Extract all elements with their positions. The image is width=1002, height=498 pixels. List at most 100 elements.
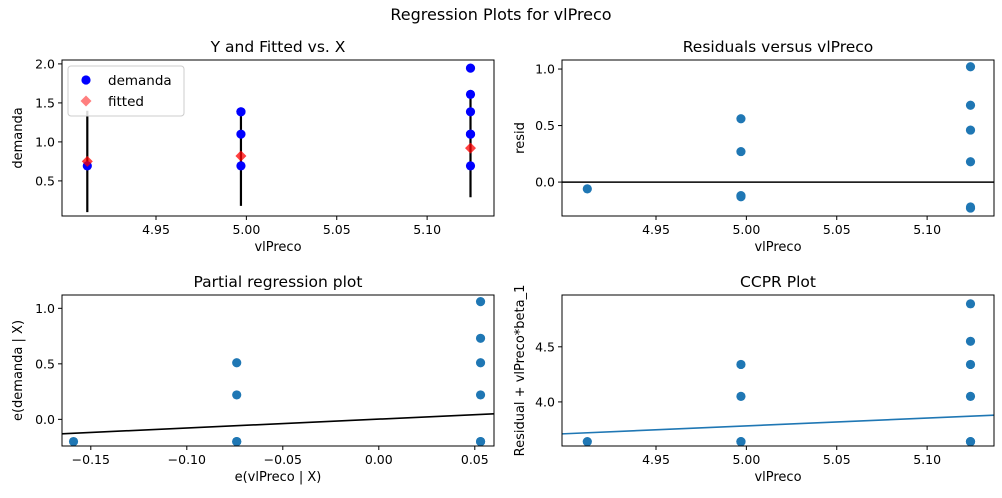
data-point bbox=[965, 299, 976, 309]
data-point bbox=[736, 191, 746, 201]
data-point bbox=[965, 336, 976, 346]
data-point bbox=[475, 358, 486, 368]
data-point bbox=[475, 436, 486, 446]
data-point bbox=[965, 157, 976, 167]
y-tick-label: 1.5 bbox=[35, 95, 55, 110]
subplot-2: Residuals versus vlPreco 4.95 5.00 5.05 5.10… bbox=[513, 38, 995, 255]
x-tick-label: 5.10 bbox=[413, 222, 441, 237]
legend-box bbox=[67, 65, 185, 117]
demanda-point bbox=[465, 129, 476, 139]
y-tick-label: 1.0 bbox=[35, 301, 55, 316]
legend-entry-label: demanda bbox=[108, 73, 172, 89]
data-point bbox=[736, 359, 746, 370]
demanda-point bbox=[236, 161, 246, 171]
y-axis-label: resid bbox=[513, 122, 528, 154]
x-axis-label: vlPreco bbox=[754, 240, 801, 255]
subplot-title: Residuals versus vlPreco bbox=[683, 38, 874, 56]
data-point bbox=[965, 125, 976, 135]
x-tick-label: 0.05 bbox=[461, 452, 489, 467]
demanda-point bbox=[236, 107, 246, 117]
x-tick-label: 5.05 bbox=[323, 222, 351, 237]
demanda-point bbox=[465, 89, 476, 99]
fit-line bbox=[562, 414, 994, 435]
data-point bbox=[965, 359, 976, 370]
y-tick-label: 1.0 bbox=[35, 134, 55, 149]
demanda-point bbox=[465, 161, 476, 171]
axes-frame bbox=[61, 59, 495, 217]
plot-area bbox=[562, 299, 994, 446]
fitted-point bbox=[465, 142, 477, 154]
x-tick-label: 5.10 bbox=[913, 222, 941, 237]
data-point bbox=[232, 436, 242, 446]
legend-demanda-marker bbox=[81, 75, 91, 85]
y-tick-label: 2.0 bbox=[35, 56, 55, 71]
x-tick-label: 4.95 bbox=[642, 222, 670, 237]
y-axis-label: e(demanda | X) bbox=[11, 320, 26, 421]
data-point bbox=[232, 358, 242, 368]
fitted-point bbox=[235, 150, 247, 162]
plot-area bbox=[81, 63, 477, 213]
data-point bbox=[965, 202, 976, 212]
demanda-point bbox=[465, 63, 476, 73]
axes-frame bbox=[561, 294, 995, 447]
legend: demanda fitted bbox=[67, 65, 185, 117]
data-point bbox=[965, 100, 976, 110]
data-point bbox=[475, 297, 486, 307]
axes-frame bbox=[61, 294, 495, 447]
x-tick-label: 4.95 bbox=[142, 222, 170, 237]
subplots-container: Y and Fitted vs. X 4.95 5.00 5.05 5.10 0.5 1.0… bbox=[11, 38, 995, 485]
data-point bbox=[965, 62, 976, 72]
x-axis-label: e(vlPreco | X) bbox=[235, 470, 322, 485]
y-axis-label: Residual + vlPreco*beta_1 bbox=[513, 285, 528, 457]
y-tick-label: 0.0 bbox=[35, 412, 55, 427]
x-tick-label: 0.00 bbox=[365, 452, 393, 467]
x-axis-label: vlPreco bbox=[254, 240, 301, 255]
subplot-1: Y and Fitted vs. X 4.95 5.00 5.05 5.10 0.5 1.0… bbox=[11, 38, 495, 255]
subplot-title: CCPR Plot bbox=[740, 273, 816, 291]
axes-frame bbox=[561, 59, 995, 217]
fitted-point bbox=[81, 155, 93, 167]
x-tick-label: −0.10 bbox=[168, 452, 206, 467]
data-point bbox=[736, 114, 746, 124]
data-point bbox=[736, 436, 746, 446]
y-tick-label: 4.5 bbox=[535, 339, 555, 354]
data-point bbox=[736, 146, 746, 157]
subplot-title: Partial regression plot bbox=[193, 273, 362, 291]
x-axis-label: vlPreco bbox=[754, 470, 801, 485]
y-tick-label: 1.0 bbox=[535, 62, 555, 77]
y-tick-label: 0.5 bbox=[35, 356, 55, 371]
x-tick-label: 5.00 bbox=[732, 452, 760, 467]
x-tick-label: −0.15 bbox=[72, 452, 110, 467]
fit-line bbox=[62, 413, 494, 435]
data-point bbox=[736, 391, 746, 402]
data-point bbox=[965, 391, 976, 402]
subplot-3: Partial regression plot −0.15 −0.10 −0.05 0.… bbox=[11, 273, 495, 485]
y-axis-label: demanda bbox=[11, 107, 26, 168]
x-tick-label: −0.05 bbox=[264, 452, 302, 467]
subplot-4: CCPR Plot 4.95 5.00 5.05 5.10 4.0 4.5 vlPreco Re… bbox=[513, 273, 995, 485]
plot-area bbox=[562, 62, 994, 213]
legend-entry-label: fitted bbox=[108, 94, 144, 110]
x-tick-label: 5.05 bbox=[823, 222, 851, 237]
plot-area bbox=[62, 297, 494, 446]
x-tick-label: 4.95 bbox=[642, 452, 670, 467]
data-point bbox=[475, 390, 486, 400]
demanda-point bbox=[236, 129, 246, 139]
data-point bbox=[582, 184, 592, 194]
data-point bbox=[965, 436, 976, 446]
y-tick-label: 0.5 bbox=[535, 118, 555, 133]
demanda-point bbox=[465, 107, 476, 117]
x-tick-label: 5.05 bbox=[823, 452, 851, 467]
data-point bbox=[475, 333, 486, 343]
x-tick-label: 5.00 bbox=[732, 222, 760, 237]
x-tick-label: 5.10 bbox=[913, 452, 941, 467]
y-tick-label: 4.0 bbox=[535, 394, 555, 409]
data-point bbox=[582, 436, 592, 446]
y-tick-label: 0.0 bbox=[535, 175, 555, 190]
x-tick-label: 5.00 bbox=[232, 222, 260, 237]
figure-suptitle: Regression Plots for vlPreco bbox=[390, 5, 611, 24]
data-point bbox=[68, 436, 79, 446]
data-point bbox=[232, 390, 242, 400]
y-tick-label: 0.5 bbox=[35, 173, 55, 188]
